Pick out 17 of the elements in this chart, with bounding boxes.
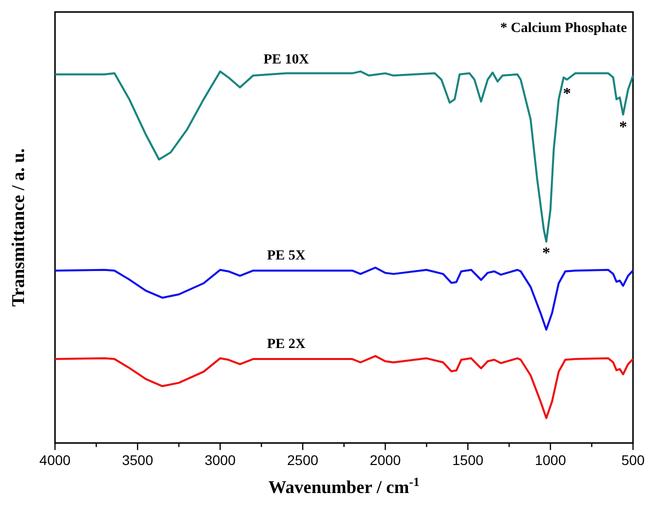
x-tick-label: 3500 (122, 452, 154, 468)
series-label: PE 2X (266, 337, 306, 352)
series-label: PE 5X (266, 248, 306, 264)
annotation: * (562, 85, 571, 102)
x-tick-label: 500 (621, 452, 645, 468)
series-label: PE 10X (263, 52, 309, 68)
x-axis-title: Wavenumber / cm$^{-1}$ (268, 475, 420, 497)
x-tick-label: 2500 (287, 452, 318, 468)
annotation: * (619, 118, 628, 136)
text: * Calcium Phosphate (500, 21, 627, 36)
x-tick-label: 1000 (534, 452, 566, 468)
x-tick-label: 4000 (39, 452, 71, 468)
x-tick-label: 1500 (452, 452, 484, 468)
x-tick-label: 3000 (204, 452, 236, 468)
y-axis-title: Transmittance / a. u. (8, 148, 28, 307)
annotation: * (542, 245, 550, 262)
x-tick-label: 2000 (370, 452, 402, 468)
